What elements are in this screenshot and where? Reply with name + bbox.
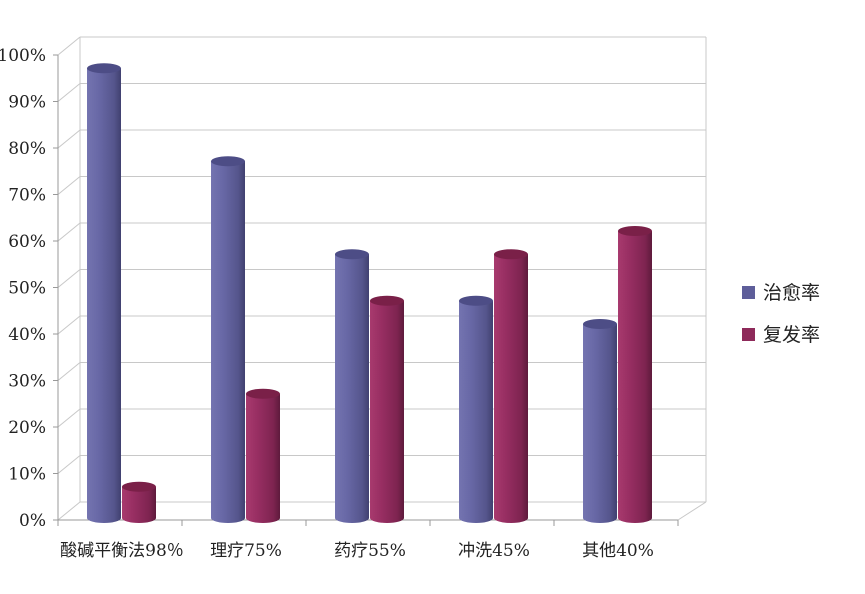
gridline-depth [57, 362, 81, 381]
y-tick-label: 90% [8, 93, 46, 113]
tick-labels: 0% 10% 20% 30% 40% 50% 60% 70% 80% 90% 100% 酸碱平衡法98… [0, 46, 654, 561]
bar-cure-rate [211, 156, 245, 523]
legend-swatch [742, 328, 755, 341]
bar-relapse-rate [370, 295, 404, 523]
gridline-depth [57, 501, 81, 521]
legend-swatch [742, 286, 755, 299]
bar-relapse-rate [122, 481, 156, 523]
bar-cure-rate [335, 249, 369, 523]
axes [53, 37, 707, 526]
y-tick-label: 20% [8, 418, 46, 438]
gridline-depth [57, 408, 81, 428]
bar-relapse-rate [246, 388, 280, 523]
gridline-depth [57, 129, 81, 149]
gridline-depth [57, 176, 81, 195]
gridline-depth [57, 315, 81, 335]
bars [87, 63, 652, 523]
y-tick-label: 50% [8, 279, 46, 299]
x-category-label: 酸碱平衡法98％ [60, 541, 184, 561]
gridline-depth [57, 455, 81, 474]
bar-cure-rate [87, 63, 121, 523]
y-tick-label: 80% [8, 139, 46, 159]
y-tick-label: 30% [8, 372, 46, 392]
bar-relapse-rate [494, 249, 528, 523]
legend-label: 复发率 [763, 324, 820, 346]
y-tick-label: 40% [8, 325, 46, 345]
gridline-depth [57, 222, 81, 242]
y-tick-label: 100% [0, 46, 46, 66]
x-category-label: 冲洗45% [458, 541, 530, 561]
gridline-depth [57, 36, 81, 56]
bar-cure-rate [459, 295, 493, 523]
x-category-label: 理疗75% [210, 541, 282, 561]
bar-relapse-rate [618, 226, 652, 523]
gridline-depth [57, 83, 81, 102]
floor-edge [677, 501, 707, 521]
x-category-label: 其他40% [582, 541, 654, 561]
y-tick-label: 10% [8, 465, 46, 485]
x-category-label: 药疗55% [334, 541, 406, 561]
gridline-depth [57, 269, 81, 288]
y-tick-label: 60% [8, 232, 46, 252]
legend-label: 治愈率 [763, 282, 820, 304]
y-tick-label: 0% [19, 511, 46, 531]
y-tick-label: 70% [8, 186, 46, 206]
bar-cure-rate [583, 319, 617, 523]
